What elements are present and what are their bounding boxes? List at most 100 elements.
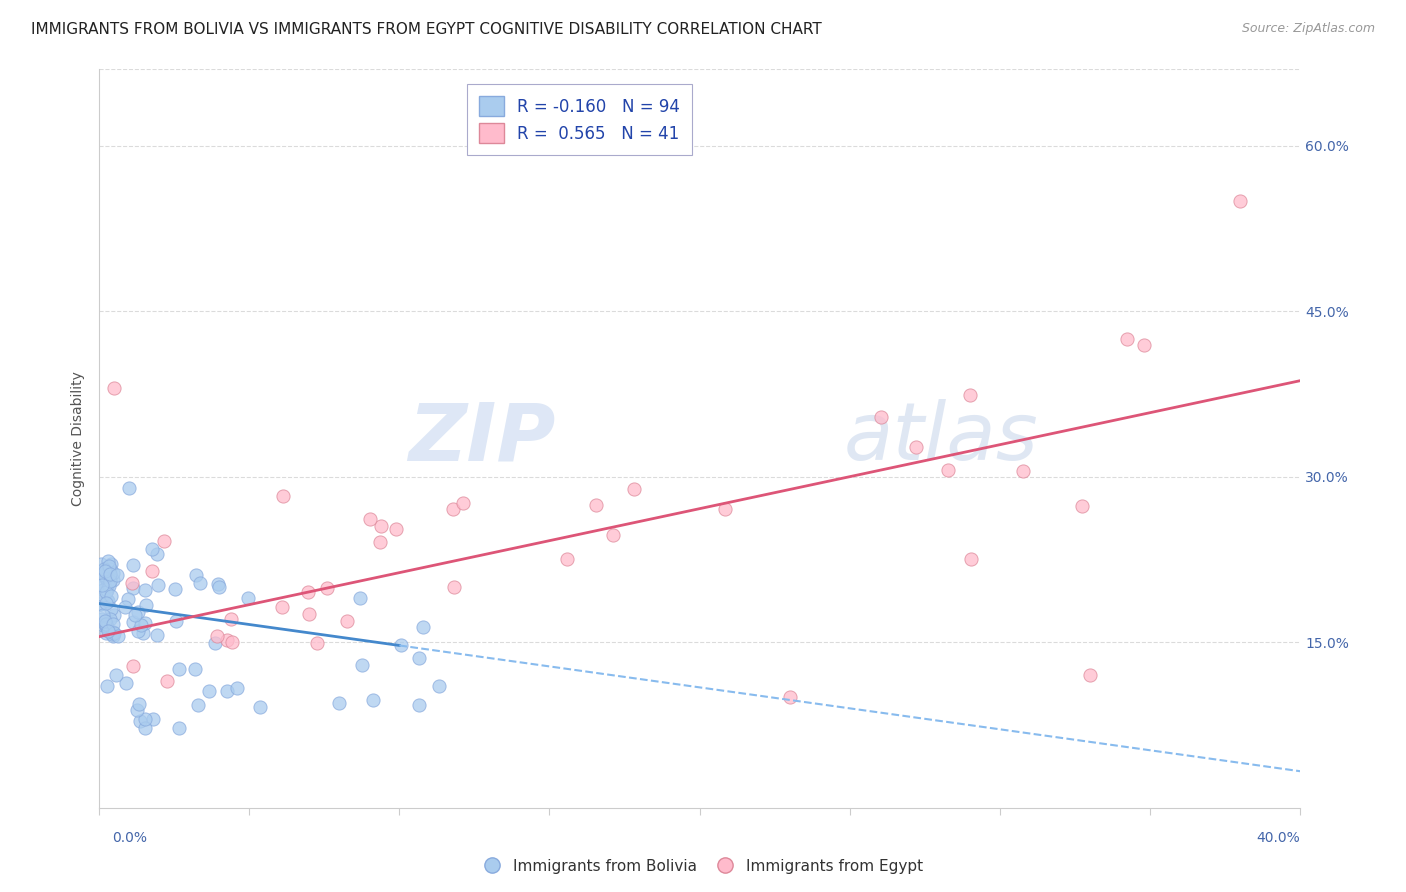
Point [167, 662, 190, 676]
Point [352, 657, 374, 672]
Point [96, 568, 118, 582]
Point [93, 568, 115, 582]
Point [94, 626, 117, 640]
Point [271, 489, 294, 503]
Point [122, 615, 145, 629]
Point [135, 598, 157, 612]
Point [713, 502, 735, 516]
Text: 0.0%: 0.0% [112, 831, 148, 846]
Point [443, 580, 465, 594]
Point [90, 557, 112, 571]
Point [90, 578, 112, 592]
Point [103, 381, 125, 395]
Point [93, 564, 115, 578]
Point [146, 627, 169, 641]
Point [93, 562, 115, 576]
Point [98, 567, 121, 582]
Point [184, 662, 207, 676]
Point [336, 614, 359, 628]
Point [98, 559, 121, 574]
Point [328, 696, 350, 710]
Point [100, 602, 122, 616]
Point [91, 566, 114, 581]
Point [91, 618, 114, 632]
Point [1070, 499, 1092, 513]
Point [187, 698, 209, 712]
Point [114, 600, 136, 615]
Point [127, 624, 149, 638]
Point [602, 528, 624, 542]
Point [207, 629, 229, 643]
Point [408, 698, 430, 712]
Point [89, 567, 111, 582]
Point [141, 542, 163, 557]
Point [349, 591, 371, 605]
Point [91, 612, 114, 626]
Point [105, 568, 128, 582]
Point [94, 619, 117, 633]
Point [270, 600, 292, 615]
Point [959, 551, 981, 566]
Text: ZIP: ZIP [408, 399, 555, 477]
Text: atlas: atlas [844, 399, 1039, 477]
Point [316, 581, 339, 595]
Point [94, 565, 117, 579]
Point [121, 576, 143, 591]
Point [101, 616, 124, 631]
Text: IMMIGRANTS FROM BOLIVIA VS IMMIGRANTS FROM EGYPT COGNITIVE DISABILITY CORRELATIO: IMMIGRANTS FROM BOLIVIA VS IMMIGRANTS FR… [31, 22, 821, 37]
Point [368, 535, 391, 549]
Point [96, 582, 118, 597]
Point [305, 636, 328, 650]
Point [167, 721, 190, 735]
Point [103, 608, 125, 623]
Point [215, 632, 238, 647]
Point [134, 721, 156, 735]
Point [104, 668, 127, 682]
Legend: R = -0.160   N = 94, R =  0.565   N = 41: R = -0.160 N = 94, R = 0.565 N = 41 [467, 84, 692, 155]
Point [385, 521, 408, 535]
Point [121, 558, 143, 573]
Point [134, 712, 156, 726]
Point [124, 608, 146, 623]
Point [118, 481, 141, 495]
Point [869, 409, 891, 424]
Point [145, 547, 167, 561]
Point [94, 616, 117, 631]
Point [107, 629, 129, 643]
Point [453, 495, 475, 509]
Point [93, 616, 115, 631]
Point [98, 624, 121, 639]
Point [93, 615, 115, 629]
Point [129, 714, 152, 728]
Point [89, 597, 111, 611]
Point [96, 585, 118, 599]
Point [97, 594, 120, 608]
Point [904, 440, 927, 454]
Point [585, 498, 607, 512]
Point [128, 698, 150, 712]
Point [93, 583, 115, 598]
Point [122, 659, 145, 673]
Point [938, 463, 960, 477]
Point [389, 638, 412, 652]
Point [94, 595, 117, 609]
Point [427, 679, 450, 693]
Point [122, 581, 145, 595]
Point [100, 612, 122, 626]
Point [204, 635, 226, 649]
Point [198, 684, 221, 698]
Point [1012, 464, 1035, 478]
Point [441, 501, 464, 516]
Point [1229, 194, 1251, 208]
Point [959, 388, 981, 402]
Point [555, 552, 578, 566]
Point [297, 584, 319, 599]
Point [208, 580, 231, 594]
Point [89, 574, 111, 589]
Point [1133, 337, 1156, 351]
Point [363, 692, 385, 706]
Point [132, 626, 155, 640]
Point [163, 582, 186, 597]
Point [359, 511, 381, 525]
Point [127, 605, 149, 619]
